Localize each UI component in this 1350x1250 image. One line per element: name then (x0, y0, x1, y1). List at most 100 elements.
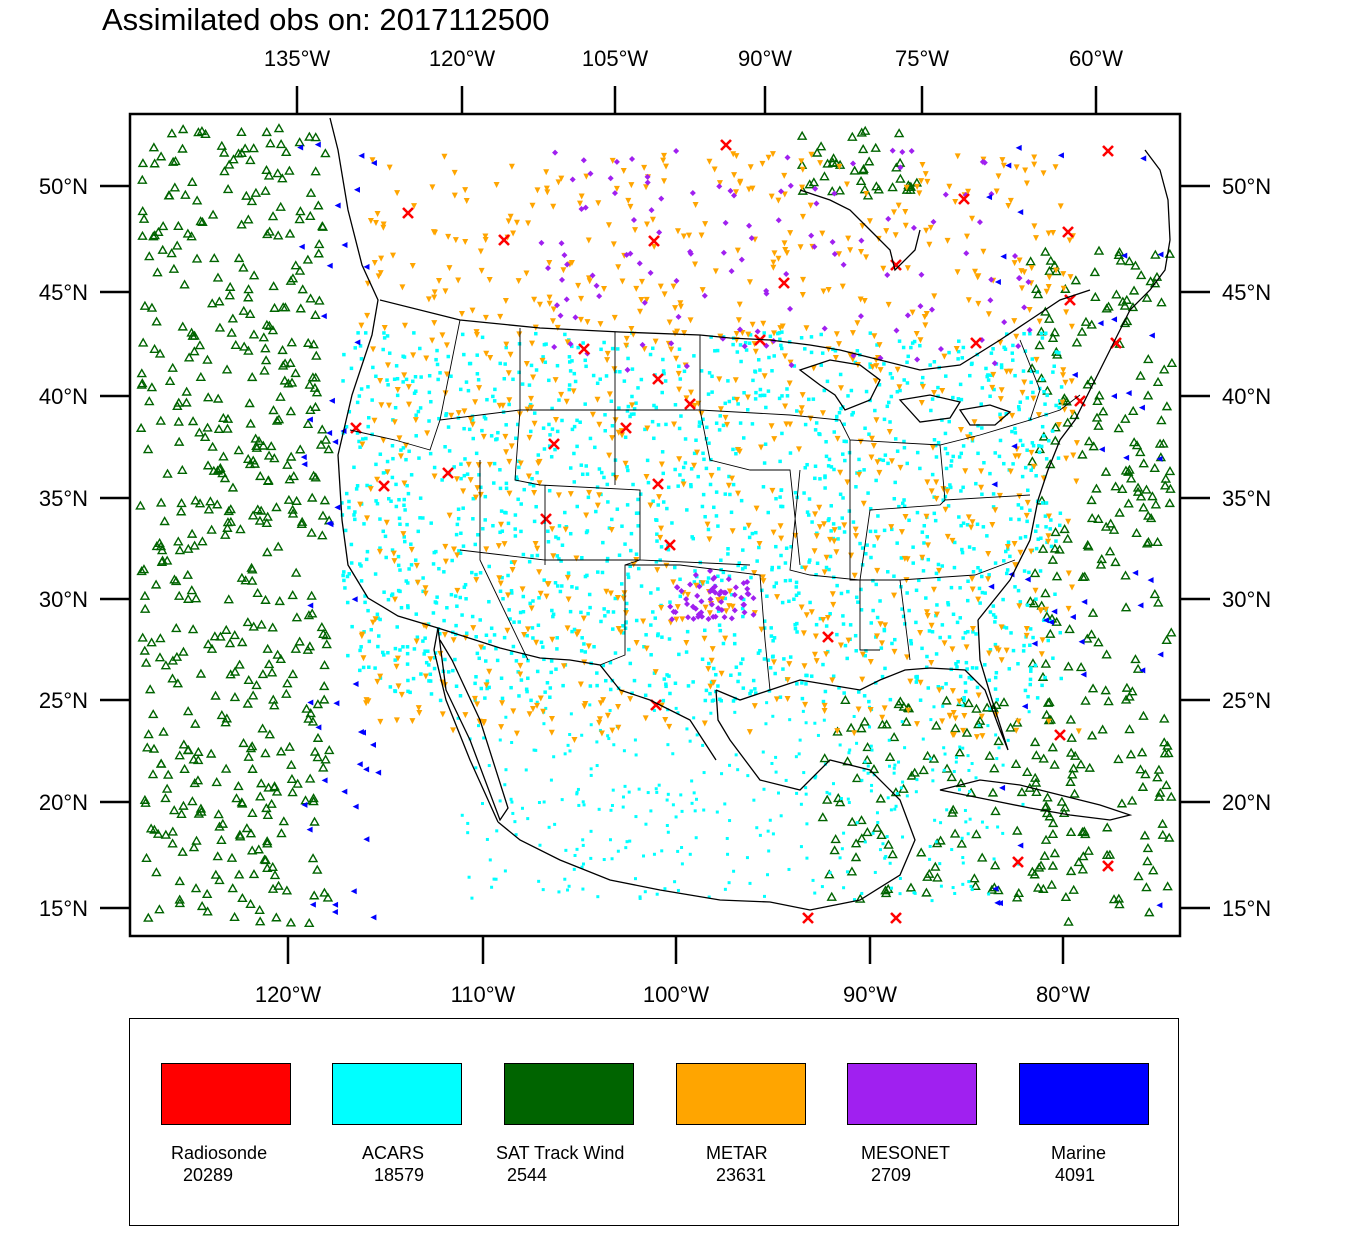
sat-track-wind-marker (188, 842, 200, 852)
acars-marker (794, 755, 798, 759)
sat-track-wind-marker (1157, 818, 1168, 828)
acars-marker (824, 565, 829, 570)
acars-marker (932, 705, 936, 709)
acars-marker (487, 685, 491, 690)
marine-marker (1156, 902, 1163, 909)
acars-marker (899, 786, 903, 790)
acars-marker (495, 658, 500, 663)
sat-track-wind-marker (1128, 285, 1140, 295)
acars-marker (978, 568, 983, 573)
sat-track-wind-marker (1114, 247, 1125, 257)
acars-marker (931, 779, 935, 783)
acars-marker (793, 626, 798, 631)
sat-track-wind-marker (262, 809, 274, 820)
sat-track-wind-marker (860, 125, 871, 135)
metar-marker (1039, 637, 1046, 644)
acars-marker (707, 895, 711, 899)
metar-marker (439, 711, 446, 718)
metar-marker (364, 515, 371, 522)
metar-marker (821, 702, 828, 709)
acars-marker (580, 865, 584, 869)
acars-marker (601, 663, 606, 668)
acars-marker (993, 561, 998, 565)
sat-track-wind-marker (205, 496, 216, 506)
metar-marker (926, 241, 933, 248)
sat-track-wind-marker (1166, 627, 1177, 637)
sat-track-wind-marker (156, 545, 168, 555)
metar-marker (596, 421, 603, 428)
sat-track-wind-marker (1038, 431, 1050, 441)
sat-track-wind-marker (324, 745, 335, 755)
acars-marker (542, 578, 546, 582)
sat-track-wind-marker (1142, 390, 1154, 400)
marine-marker (307, 602, 314, 609)
sat-track-wind-marker (168, 263, 180, 273)
acars-marker (784, 778, 788, 782)
metar-marker (497, 313, 504, 320)
acars-marker (509, 560, 514, 564)
sat-track-wind-marker (264, 320, 275, 330)
metar-marker (534, 187, 541, 194)
mesonet-marker (705, 615, 712, 622)
metar-marker (872, 378, 879, 385)
metar-marker (503, 449, 510, 456)
sat-track-wind-marker (234, 659, 245, 669)
metar-marker (914, 183, 921, 190)
acars-marker (659, 545, 664, 549)
legend-count: 18579 (374, 1165, 425, 1185)
acars-marker (489, 626, 494, 630)
sat-track-wind-marker (202, 460, 214, 470)
acars-marker (869, 744, 873, 748)
marine-marker (1080, 671, 1087, 678)
acars-marker (838, 372, 843, 377)
sat-track-wind-marker (1110, 481, 1121, 491)
sat-track-wind-marker (140, 657, 152, 667)
acars-marker (957, 455, 962, 459)
acars-marker (656, 503, 660, 507)
acars-marker (793, 622, 797, 627)
sat-track-wind-marker (1045, 255, 1056, 265)
acars-marker (890, 886, 894, 890)
sat-track-wind-marker (155, 415, 166, 425)
sat-track-wind-marker (248, 143, 259, 153)
acars-marker (566, 888, 570, 892)
acars-marker (741, 548, 745, 552)
metar-marker (394, 386, 401, 393)
sat-track-wind-marker (144, 396, 155, 406)
mesonet-marker (611, 190, 618, 197)
acars-marker (1054, 403, 1058, 408)
sat-track-wind-marker (214, 875, 225, 885)
acars-marker (463, 457, 467, 461)
metar-marker (802, 701, 809, 708)
sat-track-wind-marker (269, 302, 280, 312)
mesonet-marker (899, 148, 906, 155)
acars-marker (824, 454, 829, 459)
acars-marker (454, 623, 458, 628)
acars-marker (883, 666, 887, 671)
lat-label-left: 15°N (39, 896, 88, 921)
sat-track-wind-marker (831, 157, 842, 168)
sat-track-wind-marker (183, 352, 195, 362)
sat-track-wind-marker (182, 569, 193, 579)
acars-marker (433, 600, 438, 604)
marine-marker (1137, 602, 1144, 609)
acars-marker (520, 382, 525, 386)
acars-marker (651, 346, 655, 351)
metar-marker (773, 696, 780, 703)
acars-marker (515, 422, 520, 427)
acars-marker (956, 357, 960, 361)
acars-marker (677, 347, 682, 351)
sat-track-wind-marker (1068, 884, 1079, 894)
acars-marker (1035, 370, 1039, 374)
acars-marker (874, 635, 878, 639)
marine-marker (332, 438, 339, 445)
metar-marker (1003, 647, 1010, 654)
acars-marker (470, 570, 474, 575)
sat-track-wind-marker (225, 669, 236, 679)
metar-marker (615, 429, 622, 436)
sat-track-wind-marker (197, 216, 208, 227)
metar-marker (474, 485, 481, 492)
acars-marker (567, 387, 572, 392)
acars-marker (967, 675, 972, 680)
acars-marker (849, 388, 854, 393)
